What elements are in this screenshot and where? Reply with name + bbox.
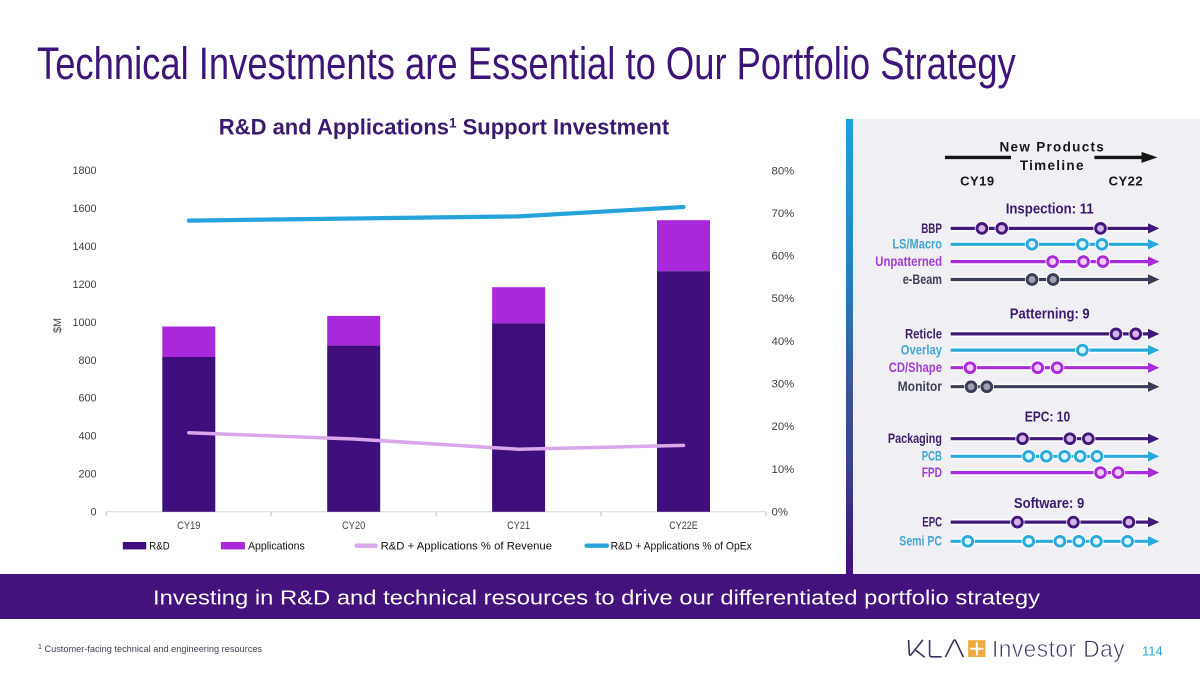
svg-text:1000: 1000 [72, 317, 96, 329]
svg-text:Inspection: 11: Inspection: 11 [1006, 201, 1094, 217]
svg-text:CY19: CY19 [177, 520, 200, 532]
svg-text:CY21: CY21 [507, 520, 530, 532]
svg-text:$M: $M [52, 318, 64, 333]
svg-text:200: 200 [78, 469, 96, 481]
svg-text:PCB: PCB [922, 449, 942, 464]
svg-text:CY22E: CY22E [669, 520, 697, 532]
svg-text:80%: 80% [772, 165, 795, 177]
svg-text:20%: 20% [772, 421, 795, 433]
svg-text:FPD: FPD [922, 465, 942, 480]
svg-text:400: 400 [78, 431, 96, 443]
svg-text:R&D and Applications1 Support: R&D and Applications1 Support Investment [219, 114, 670, 139]
svg-text:1200: 1200 [72, 279, 96, 291]
svg-text:1400: 1400 [72, 241, 96, 253]
svg-text:600: 600 [78, 393, 96, 405]
svg-text:70%: 70% [772, 208, 795, 220]
svg-text:0%: 0% [772, 506, 788, 518]
svg-text:Reticle: Reticle [905, 326, 942, 341]
svg-text:1800: 1800 [72, 165, 96, 177]
svg-text:CD/Shape: CD/Shape [889, 360, 943, 375]
svg-text:CY22: CY22 [1109, 173, 1144, 188]
svg-text:Software: 9: Software: 9 [1014, 496, 1084, 512]
svg-text:BBP: BBP [921, 221, 942, 236]
svg-text:R&D: R&D [149, 541, 170, 553]
svg-text:EPC: EPC [922, 515, 942, 530]
svg-text:10%: 10% [772, 464, 795, 476]
svg-text:EPC: 10: EPC: 10 [1025, 410, 1071, 426]
svg-text:114: 114 [1142, 644, 1163, 659]
svg-text:Unpatterned: Unpatterned [875, 254, 942, 269]
svg-text:CY19: CY19 [960, 173, 995, 188]
svg-text:40%: 40% [772, 336, 795, 348]
svg-text:Semi PC: Semi PC [899, 534, 942, 549]
svg-text:LS/Macro: LS/Macro [892, 237, 942, 252]
svg-text:50%: 50% [772, 293, 795, 305]
svg-text:e-Beam: e-Beam [903, 272, 942, 287]
svg-text:Investing in R&D and technical: Investing in R&D and technical resources… [153, 587, 1041, 610]
svg-text:1600: 1600 [72, 203, 96, 215]
svg-text:30%: 30% [772, 379, 795, 391]
svg-text:Overlay: Overlay [901, 343, 943, 358]
svg-text:800: 800 [78, 355, 96, 367]
svg-text:New Products: New Products [999, 140, 1105, 155]
svg-text:Timeline: Timeline [1020, 158, 1085, 173]
svg-text:R&D + Applications % of OpEx: R&D + Applications % of OpEx [611, 541, 753, 553]
svg-text:Investor Day: Investor Day [992, 636, 1125, 663]
svg-text:0: 0 [90, 506, 96, 518]
svg-text:Packaging: Packaging [888, 431, 942, 446]
svg-text:R&D + Applications % of Revenu: R&D + Applications % of Revenue [381, 541, 552, 553]
svg-text:Patterning: 9: Patterning: 9 [1010, 306, 1090, 322]
svg-text:Monitor: Monitor [898, 379, 943, 394]
svg-text:Applications: Applications [248, 541, 305, 553]
svg-text:60%: 60% [772, 251, 795, 263]
svg-text:CY20: CY20 [342, 520, 365, 532]
